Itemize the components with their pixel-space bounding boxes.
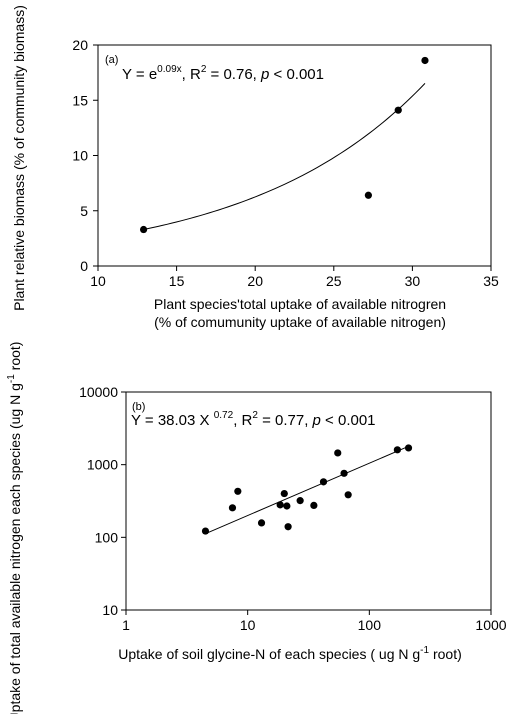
panel-a-chart: 10 15 20 25 30 35 0 5 10 15 20 (a) Y = e0.09x, R2 … xyxy=(11,5,499,330)
panel-b-data-point xyxy=(257,519,266,527)
panel-a-x-axis-label-line1: Plant species'total uptake of available … xyxy=(154,296,446,312)
panel-b-x-tick-label: 10 xyxy=(240,617,256,633)
panel-b-data-point xyxy=(319,478,328,486)
panel-b-x-tick-label: 1000 xyxy=(475,617,506,633)
panel-a-y-tick-label: 0 xyxy=(80,258,88,274)
panel-b-y-tick-label: 1000 xyxy=(87,457,118,473)
panel-b-data-point xyxy=(284,523,292,531)
panel-b-x-tick-label: 100 xyxy=(358,617,382,633)
panel-b-y-tick-label: 10 xyxy=(102,602,118,618)
panel-a-data-point xyxy=(139,225,148,234)
panel-a-x-tick-label: 35 xyxy=(483,273,499,289)
panel-b-equation: Y = 38.03 X 0.72, R2 = 0.77, p < 0.001 xyxy=(131,410,376,429)
panel-a-y-tick-label: 20 xyxy=(72,37,88,53)
panel-a-x-tick-label: 30 xyxy=(405,273,421,289)
panel-b-y-tick-label: 10000 xyxy=(79,384,118,400)
panel-b-data-point xyxy=(404,444,413,452)
panel-b-data-point xyxy=(340,469,348,477)
panel-a-y-tick-label: 10 xyxy=(72,148,88,164)
panel-b-data-point xyxy=(276,501,284,509)
panel-b-data-point xyxy=(228,504,237,512)
panel-b-x-tick-label: 1 xyxy=(122,617,130,633)
panel-a-x-tick-label: 10 xyxy=(90,273,106,289)
panel-a-data-point xyxy=(364,191,372,199)
panel-a-y-axis-label: Plant relative biomass (% of community b… xyxy=(11,5,27,311)
panel-a-x-axis-label-line2: (% of comumunity uptake of available nit… xyxy=(154,314,446,330)
panel-b-data-point xyxy=(280,489,288,498)
panel-a-x-tick-label: 15 xyxy=(169,273,185,289)
panel-b-data-point xyxy=(334,449,342,457)
panel-b-fit-line xyxy=(205,445,409,535)
panel-a-data-point xyxy=(394,106,402,114)
panel-b-y-tick-label: 100 xyxy=(95,529,119,545)
panel-b-data-point xyxy=(393,446,401,454)
panel-b-data-point xyxy=(296,497,304,505)
panel-b-y-axis-label: Uptake of total available nitrogen each … xyxy=(6,342,23,714)
panel-a-equation: Y = e0.09x, R2 = 0.76, p < 0.001 xyxy=(122,64,324,83)
panel-b-label: (b) xyxy=(132,401,145,413)
panel-a-fit-curve xyxy=(143,83,426,231)
panel-b-data-point xyxy=(201,527,210,535)
panel-a-y-tick-label: 15 xyxy=(72,92,88,108)
panel-b-data-point xyxy=(234,487,242,495)
panel-b-data-point xyxy=(344,491,352,499)
panel-a-x-tick-label: 20 xyxy=(247,273,263,289)
panel-b-data-point xyxy=(310,501,318,510)
panel-a-data-point xyxy=(421,56,429,65)
panel-b-plot-frame xyxy=(125,391,492,611)
panel-a-y-tick-label: 5 xyxy=(80,203,88,219)
panel-a-label: (a) xyxy=(105,54,118,66)
panel-a-x-tick-label: 25 xyxy=(326,273,342,289)
panel-b-x-axis-label: Uptake of soil glycine-N of each species… xyxy=(118,645,462,662)
panel-b-data-point xyxy=(283,502,291,510)
